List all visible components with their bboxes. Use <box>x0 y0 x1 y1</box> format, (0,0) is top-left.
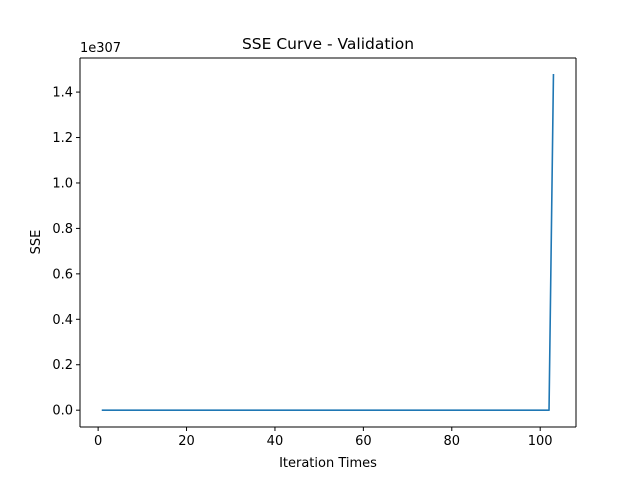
y-axis-ticks: 0.0 0.2 0.4 0.6 0.8 1.0 1.2 1.4 <box>52 86 80 419</box>
axes-frame <box>79 57 577 428</box>
y-tick-label: 0.8 <box>52 222 73 237</box>
y-tick-label: 0.4 <box>52 313 73 328</box>
x-tick-label: 0 <box>94 434 102 449</box>
x-tick-label: 60 <box>355 434 372 449</box>
x-tick-label: 40 <box>267 434 284 449</box>
y-tick-label: 0.2 <box>52 358 73 373</box>
series-line-0 <box>101 73 555 411</box>
x-axis-label: Iteration Times <box>279 456 377 471</box>
y-offset-label: 1e307 <box>80 41 121 56</box>
y-tick-label: 1.4 <box>52 86 73 101</box>
x-tick-label: 20 <box>178 434 195 449</box>
x-tick-label: 100 <box>528 434 553 449</box>
chart-title: SSE Curve - Validation <box>242 35 414 53</box>
y-tick-label: 1.2 <box>52 131 73 146</box>
series-layer <box>101 73 555 411</box>
plot-area <box>80 58 576 427</box>
x-tick-label: 80 <box>444 434 461 449</box>
x-axis-ticks: 0 20 40 60 80 100 <box>94 427 553 449</box>
y-tick-label: 1.0 <box>52 176 73 191</box>
y-axis-label: SSE <box>29 230 44 255</box>
y-tick-label: 0.0 <box>52 404 73 419</box>
y-tick-label: 0.6 <box>52 267 73 282</box>
